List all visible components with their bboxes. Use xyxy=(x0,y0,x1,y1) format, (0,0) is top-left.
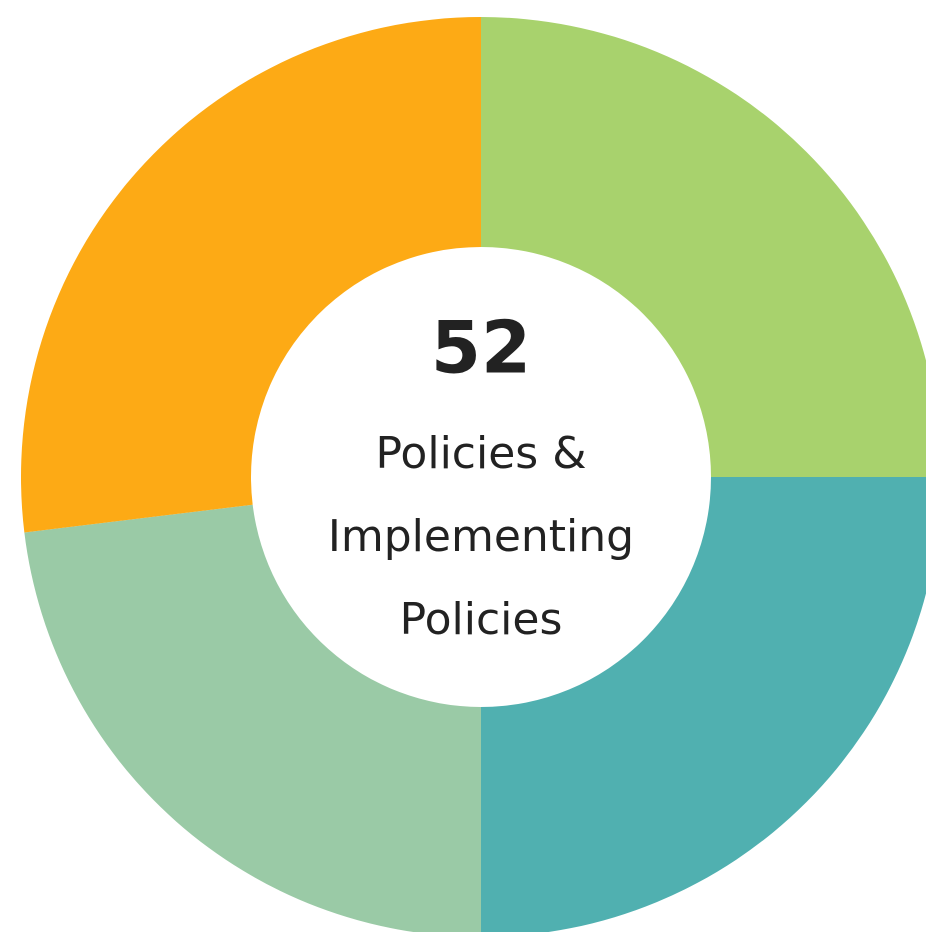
center-value: 52 xyxy=(431,306,531,390)
segments xyxy=(20,17,926,932)
center-label: Policies xyxy=(400,594,563,645)
donut-segment xyxy=(20,17,481,533)
donut-segment xyxy=(481,17,926,477)
donut-segment xyxy=(481,477,926,932)
donut-segment xyxy=(24,504,481,932)
center-label: Implementing xyxy=(328,511,634,562)
center-label: Policies & xyxy=(375,428,586,479)
